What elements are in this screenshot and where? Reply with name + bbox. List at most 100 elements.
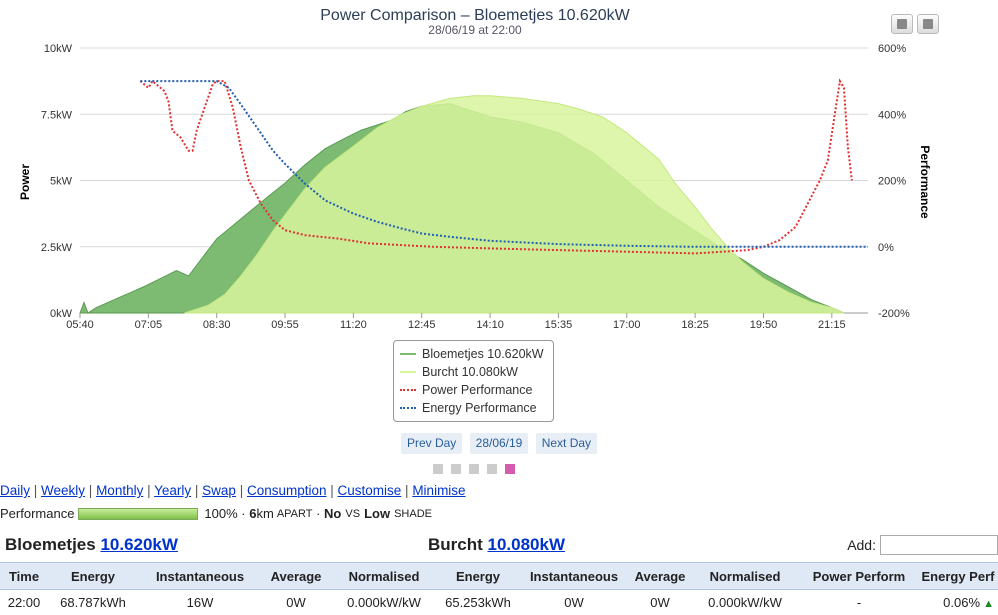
link-separator: | xyxy=(401,483,412,498)
table-cell: 0.06% ▲ xyxy=(918,590,998,615)
table-cell: 0W xyxy=(518,590,630,615)
legend-swatch xyxy=(400,407,416,409)
shade-value: Low xyxy=(364,506,390,521)
right-site-size-link[interactable]: 10.080kW xyxy=(488,535,566,554)
legend-item[interactable]: Burcht 10.080kW xyxy=(400,363,547,381)
cell-value: 0.06% xyxy=(943,595,980,610)
chart-title: Power Comparison – Bloemetjes 10.620kW xyxy=(320,7,630,24)
x-tick-label: 07:05 xyxy=(135,319,163,331)
cell-value: 22:00 xyxy=(8,595,41,610)
column-header[interactable]: Normalised xyxy=(330,563,438,590)
cell-value: 65.253kWh xyxy=(445,595,511,610)
legend-label: Energy Performance xyxy=(422,401,537,415)
left-site: Bloemetjes 10.620kW xyxy=(5,535,178,555)
legend-label: Burcht 10.080kW xyxy=(422,365,518,379)
legend-item[interactable]: Power Performance xyxy=(400,381,547,399)
view-link-monthly[interactable]: Monthly xyxy=(96,483,143,498)
x-tick-label: 19:50 xyxy=(750,319,778,331)
shade-label: SHADE xyxy=(394,508,432,520)
table-cell: 16W xyxy=(138,590,262,615)
y2-axis-ticks: -200%0%200%400%600% xyxy=(878,43,910,320)
x-tick-label: 21:15 xyxy=(818,319,846,331)
table-cell: 22:00 xyxy=(0,590,48,615)
pager-dot-active[interactable] xyxy=(505,464,515,474)
link-separator: | xyxy=(236,483,247,498)
x-tick-label: 14:10 xyxy=(476,319,504,331)
view-link-daily[interactable]: Daily xyxy=(0,483,30,498)
view-links: Daily | Weekly | Monthly | Yearly | Swap… xyxy=(0,483,466,498)
cell-value: - xyxy=(857,595,861,610)
view-link-weekly[interactable]: Weekly xyxy=(41,483,85,498)
column-header[interactable]: Energy xyxy=(48,563,138,590)
view-link-swap[interactable]: Swap xyxy=(202,483,236,498)
cell-value: 0W xyxy=(564,595,584,610)
prev-day-button[interactable]: Prev Day xyxy=(401,433,462,454)
performance-bar xyxy=(78,508,198,520)
orientation-value: No xyxy=(324,506,341,521)
view-link-minimise[interactable]: Minimise xyxy=(412,483,465,498)
column-header[interactable]: Energy xyxy=(438,563,518,590)
column-header[interactable]: Instantaneous xyxy=(518,563,630,590)
column-header[interactable]: Average xyxy=(630,563,690,590)
x-tick-label: 18:25 xyxy=(681,319,709,331)
x-tick-label: 11:20 xyxy=(340,319,367,331)
column-header[interactable]: Energy Perf xyxy=(918,563,998,590)
view-link-consumption[interactable]: Consumption xyxy=(247,483,327,498)
x-tick-label: 05:40 xyxy=(66,319,94,331)
download-icon xyxy=(923,19,933,29)
x-tick-label: 08:30 xyxy=(203,319,231,331)
table-cell: 68.787kWh xyxy=(48,590,138,615)
apart-label: APART xyxy=(277,508,313,520)
column-header[interactable]: Power Perform xyxy=(800,563,918,590)
link-separator: | xyxy=(30,483,41,498)
y2-tick-label: -200% xyxy=(878,308,910,320)
pager-dot[interactable] xyxy=(487,464,497,474)
cell-value: 68.787kWh xyxy=(60,595,126,610)
pager-dot[interactable] xyxy=(451,464,461,474)
column-header[interactable]: Average xyxy=(262,563,330,590)
y2-tick-label: 400% xyxy=(878,109,906,121)
chart-subtitle: 28/06/19 at 22:00 xyxy=(428,23,522,37)
y-tick-label: 2.5kW xyxy=(41,242,73,254)
legend-item[interactable]: Energy Performance xyxy=(400,399,547,417)
table-cell: - xyxy=(800,590,918,615)
table-cell: 0W xyxy=(630,590,690,615)
next-day-button[interactable]: Next Day xyxy=(536,433,597,454)
day-navigation: Prev Day 28/06/19 Next Day xyxy=(0,433,998,454)
table-cell: 0W xyxy=(262,590,330,615)
legend-label: Power Performance xyxy=(422,383,532,397)
performance-percent: 100% xyxy=(204,506,237,521)
right-site: Burcht 10.080kW xyxy=(428,535,565,555)
legend-item[interactable]: Bloemetjes 10.620kW xyxy=(400,345,547,363)
y-tick-label: 7.5kW xyxy=(41,109,73,121)
performance-summary: Performance 100% · 6 km APART · No VS Lo… xyxy=(0,506,432,521)
pager-dot[interactable] xyxy=(433,464,443,474)
y-axis-label: Power xyxy=(18,164,32,200)
pager-dot[interactable] xyxy=(469,464,479,474)
add-site-input[interactable] xyxy=(880,535,998,555)
y2-tick-label: 0% xyxy=(878,242,894,254)
view-link-customise[interactable]: Customise xyxy=(338,483,402,498)
view-link-yearly[interactable]: Yearly xyxy=(154,483,191,498)
add-label: Add: xyxy=(847,537,876,553)
add-site: Add: xyxy=(847,535,998,555)
legend-swatch xyxy=(400,353,416,355)
column-header[interactable]: Normalised xyxy=(690,563,800,590)
printer-icon xyxy=(897,19,907,29)
left-site-size-link[interactable]: 10.620kW xyxy=(100,535,178,554)
table-cell: 0.000kW/kW xyxy=(690,590,800,615)
date-display[interactable]: 28/06/19 xyxy=(470,433,529,454)
column-header[interactable]: Instantaneous xyxy=(138,563,262,590)
y2-tick-label: 600% xyxy=(878,43,906,55)
print-button[interactable] xyxy=(891,14,913,34)
download-button[interactable] xyxy=(917,14,939,34)
performance-label: Performance xyxy=(0,506,74,521)
legend-swatch xyxy=(400,371,416,373)
column-header[interactable]: Time xyxy=(0,563,48,590)
cell-value: 0.000kW/kW xyxy=(708,595,782,610)
chart-areas xyxy=(80,96,844,313)
